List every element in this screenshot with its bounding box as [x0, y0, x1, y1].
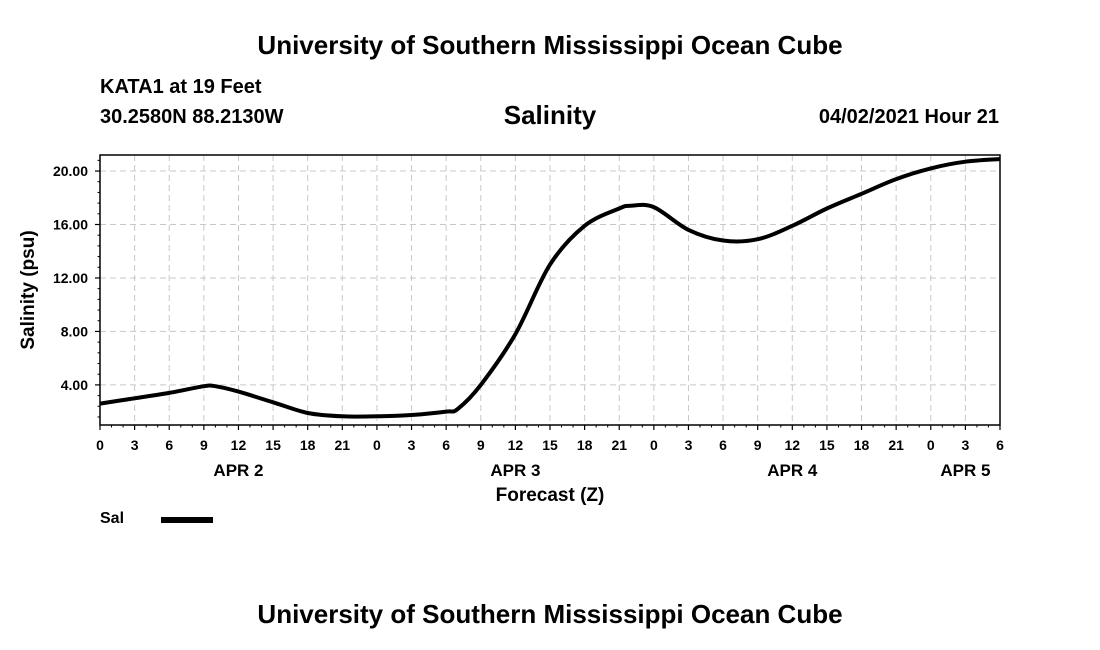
- legend-line-swatch: [161, 517, 213, 523]
- chart-title-top: University of Southern Mississippi Ocean…: [257, 30, 843, 60]
- x-tick-label: 3: [961, 437, 969, 453]
- x-tick-label: 3: [408, 437, 416, 453]
- x-tick-label: 3: [131, 437, 139, 453]
- x-tick-label: 3: [685, 437, 693, 453]
- y-axis-title: Salinity (psu): [18, 230, 39, 349]
- x-tick-label: 0: [927, 437, 935, 453]
- x-tick-label: 21: [611, 437, 627, 453]
- forecast-datetime: 04/02/2021 Hour 21: [818, 106, 999, 128]
- x-tick-label: 15: [542, 437, 558, 453]
- x-date-label: APR 2: [213, 461, 263, 480]
- x-axis-title: Forecast (Z): [496, 485, 605, 506]
- x-tick-label: 12: [785, 437, 801, 453]
- legend-label: Sal: [100, 510, 125, 527]
- x-tick-label: 21: [335, 437, 351, 453]
- x-date-label: APR 4: [767, 461, 818, 480]
- x-tick-label: 9: [754, 437, 762, 453]
- x-tick-label: 18: [577, 437, 593, 453]
- x-tick-label: 0: [373, 437, 381, 453]
- x-tick-label: 12: [231, 437, 247, 453]
- x-tick-label: 12: [508, 437, 524, 453]
- x-date-label: APR 5: [940, 461, 990, 480]
- station-label: KATA1 at 19 Feet: [100, 76, 262, 98]
- x-date-label: APR 3: [490, 461, 540, 480]
- x-tick-label: 9: [200, 437, 208, 453]
- x-tick-label: 18: [854, 437, 870, 453]
- y-tick-label: 8.00: [61, 323, 88, 339]
- x-tick-label: 18: [300, 437, 316, 453]
- y-tick-label: 20.00: [53, 163, 88, 179]
- x-tick-label: 0: [650, 437, 658, 453]
- x-tick-label: 6: [165, 437, 173, 453]
- variable-title: Salinity: [503, 100, 597, 130]
- y-tick-label: 16.00: [53, 217, 88, 233]
- x-tick-label: 6: [719, 437, 727, 453]
- y-tick-label: 4.00: [61, 377, 88, 393]
- x-tick-label: 6: [996, 437, 1004, 453]
- y-tick-label: 12.00: [53, 270, 88, 286]
- x-tick-label: 6: [442, 437, 450, 453]
- x-tick-label: 9: [477, 437, 485, 453]
- x-tick-label: 15: [265, 437, 281, 453]
- chart-title-bottom: University of Southern Mississippi Ocean…: [257, 599, 843, 629]
- series-line-sal: [99, 157, 1001, 419]
- x-tick-label: 21: [888, 437, 904, 453]
- coordinates-label: 30.2580N 88.2130W: [100, 106, 284, 128]
- x-tick-label: 15: [819, 437, 835, 453]
- x-tick-label: 0: [96, 437, 104, 453]
